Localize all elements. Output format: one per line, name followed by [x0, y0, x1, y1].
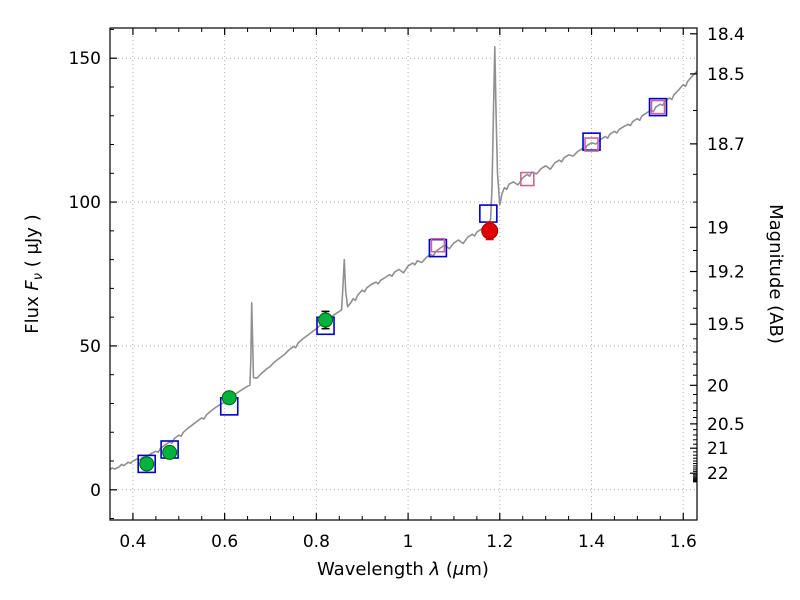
y-axis-label-flux: Flux Fν ( μJy ): [22, 214, 46, 333]
y-tick-label-mag: 18.4: [707, 25, 745, 45]
y-tick-label-mag: 19.2: [707, 263, 745, 283]
x-tick-label: 1: [403, 532, 414, 552]
y-tick-label-mag: 20.5: [707, 415, 745, 435]
x-axis-label: Wavelength λ (μm): [317, 559, 489, 580]
y-tick-label-flux: 150: [69, 49, 101, 69]
x-tick-label: 0.8: [303, 532, 330, 552]
x-tick-label: 0.4: [119, 532, 146, 552]
x-tick-label: 1.2: [486, 532, 513, 552]
axis-labels: Wavelength λ (μm) Flux Fν ( μJy ) Magnit…: [22, 204, 786, 580]
spectrum-line: [109, 45, 698, 471]
y-tick-label-mag: 21: [707, 439, 729, 459]
y-tick-label-flux: 100: [69, 193, 101, 213]
x-tick-label: 1.4: [578, 532, 605, 552]
y-tick-label-flux: 50: [79, 337, 101, 357]
model-square-blue: [648, 97, 668, 117]
y-tick-label-flux: 0: [90, 481, 101, 501]
y-tick-label-mag: 22: [707, 464, 729, 484]
y-axis-label-magnitude: Magnitude (AB): [765, 204, 786, 344]
model-square-magenta: [650, 99, 666, 115]
model-square-blue: [137, 454, 156, 474]
y-tick-label-mag: 20: [707, 376, 729, 396]
observed-point-green: [318, 312, 334, 328]
model-square-magenta: [584, 137, 599, 152]
grid: [110, 28, 697, 520]
series: [109, 45, 698, 474]
y-tick-label-mag: 19: [707, 218, 729, 238]
model-square-magenta: [430, 237, 446, 253]
y-tick-label-mag: 18.7: [707, 135, 745, 155]
observed-point-green: [162, 444, 178, 460]
model-square-blue: [479, 204, 498, 223]
model-square-blue: [428, 238, 448, 258]
model-square-blue: [582, 132, 601, 151]
observed-point-red: [481, 222, 499, 240]
plot-frame: [109, 27, 698, 521]
x-tick-label: 0.6: [211, 532, 238, 552]
y-tick-label-mag: 18.5: [707, 65, 745, 85]
model-square-magenta: [520, 171, 535, 187]
y-tick-label-mag: 19.5: [707, 315, 745, 335]
x-tick-label: 1.6: [670, 532, 697, 552]
axes: 0.4 0.6 0.8 1 1.2 1.4 1.6 0 50 100 150 18.4 18.5 18.7…: [69, 25, 745, 552]
observed-point-green: [221, 390, 237, 406]
observed-point-green: [139, 456, 155, 472]
